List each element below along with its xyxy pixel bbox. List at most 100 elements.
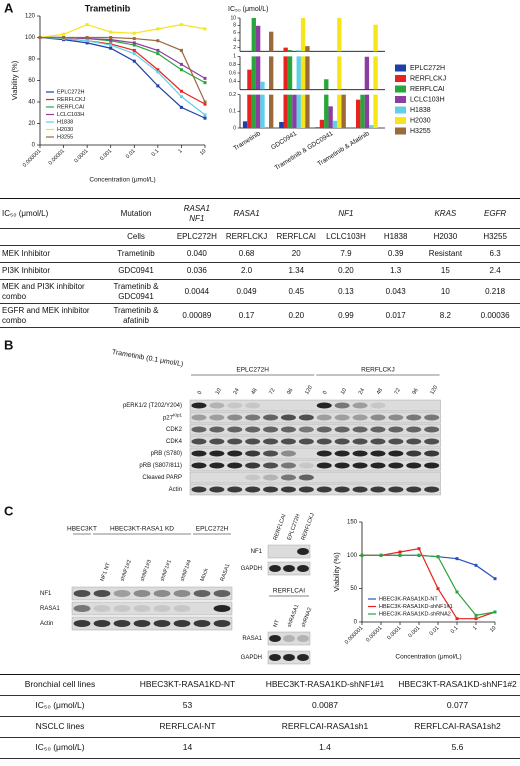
blot-strip — [71, 586, 233, 601]
table-cell: EGFR — [470, 198, 520, 229]
data-point — [179, 48, 183, 52]
blot-band — [209, 414, 225, 421]
data-point — [474, 563, 478, 567]
table-cell: 53 — [120, 695, 255, 717]
lane-label: shNF1#3 — [140, 559, 153, 582]
blot-band — [424, 414, 440, 421]
x-tick-label: 0.001 — [407, 625, 421, 639]
table-cell: Trametinib & afatinib — [100, 303, 172, 328]
x-tick-label: 10 — [199, 148, 208, 157]
lane-label: 0 — [197, 390, 204, 396]
bar — [255, 94, 261, 128]
blot-band — [353, 475, 368, 481]
bar — [251, 94, 256, 128]
row-label: Cleaved PARP — [142, 475, 182, 481]
blot-band — [73, 589, 91, 598]
blot-band — [352, 462, 368, 469]
table-cell: PI3K Inhibitor — [0, 262, 100, 280]
blot-band — [334, 462, 350, 469]
series-line — [362, 554, 496, 580]
blot-band — [316, 450, 332, 457]
legend-label: H2030 — [57, 127, 73, 133]
data-point — [132, 48, 136, 52]
blot-band — [280, 426, 296, 433]
group-label: EPLC272H — [196, 526, 229, 533]
lane-label: 120 — [304, 385, 314, 396]
cell-line: NF1 — [189, 213, 205, 223]
blot-band — [388, 486, 404, 493]
blot-band — [316, 402, 332, 409]
data-point — [132, 43, 136, 47]
table-cell: RASA1 NF1 — [172, 198, 222, 229]
blot-band — [113, 619, 131, 628]
lane-label: shRNA2 — [301, 607, 314, 628]
blot-band — [73, 604, 91, 613]
blot-band — [406, 462, 422, 469]
blot-band — [316, 426, 332, 433]
data-point — [62, 36, 66, 39]
x-tick-label: 0.1 — [151, 148, 161, 158]
blot-band — [334, 438, 350, 445]
blot-band — [298, 438, 314, 445]
lane-label: NT — [273, 619, 281, 629]
row-label: p27Kip1 — [163, 413, 183, 421]
table-cell: 1.4 — [255, 737, 395, 759]
table-cell — [0, 228, 100, 246]
x-tick-label: 0.0001 — [386, 625, 402, 641]
bar — [319, 119, 325, 128]
table-cell: Trametinib & GDC0941 — [100, 279, 172, 304]
data-point — [85, 36, 89, 39]
blot-band — [370, 462, 386, 469]
blot-band — [173, 604, 191, 613]
group-label: HBEC3KT-RASA1 KD — [110, 526, 174, 533]
blot-strip — [267, 544, 311, 559]
data-point — [156, 48, 160, 52]
blot-strip — [189, 435, 441, 448]
bar — [255, 56, 261, 90]
bar — [300, 94, 306, 128]
blot-band — [280, 486, 296, 493]
blot-band — [193, 589, 211, 598]
blot-band — [209, 462, 225, 469]
blot-band — [263, 438, 279, 445]
blot-band — [93, 619, 111, 628]
data-point — [436, 555, 440, 559]
lane-label: 72 — [394, 387, 402, 395]
blot-band — [424, 450, 440, 457]
bar — [337, 94, 342, 128]
y-tick-label: 100 — [25, 35, 36, 41]
blot-band — [193, 619, 211, 628]
table-cell: 0.040 — [172, 245, 222, 263]
row-label: pRB (S807/811) — [139, 463, 182, 469]
blot-band — [280, 438, 296, 445]
bar — [283, 47, 288, 52]
legend-label: EPLC272H — [410, 65, 445, 72]
table-row: EGFR and MEK inhibitor combo Trametinib &… — [0, 303, 520, 328]
y-tick-label: 60 — [28, 78, 35, 84]
bar — [369, 125, 374, 128]
y-tick-label: 0.1 — [229, 109, 236, 115]
table-row: Bronchial cell lines HBEC3KT-RASA1KD-NT HB… — [0, 674, 520, 696]
blot-band — [227, 462, 243, 469]
x-tick-label: 0.1 — [450, 625, 460, 635]
table-row: MEK and PI3K inhibitor combo Trametinib &… — [0, 279, 520, 304]
blot-band — [245, 486, 261, 493]
blot-band — [245, 426, 261, 433]
blot-band — [406, 438, 422, 445]
blot-band — [280, 462, 296, 469]
data-point — [62, 32, 66, 36]
blot-band — [299, 403, 314, 409]
blot-band — [298, 426, 314, 433]
blot-band — [424, 462, 440, 469]
data-point — [109, 46, 113, 50]
data-point — [109, 36, 113, 39]
x-tick-label: 0.01 — [125, 148, 137, 160]
lane-label: 10 — [340, 387, 348, 395]
table-cell: 5.6 — [395, 737, 520, 759]
data-point — [156, 68, 160, 72]
blot-band — [283, 548, 295, 555]
lane-label: RERFLCAI — [273, 513, 288, 541]
lane-label: 48 — [250, 387, 258, 395]
blot-band — [406, 426, 422, 433]
data-point — [203, 27, 207, 31]
